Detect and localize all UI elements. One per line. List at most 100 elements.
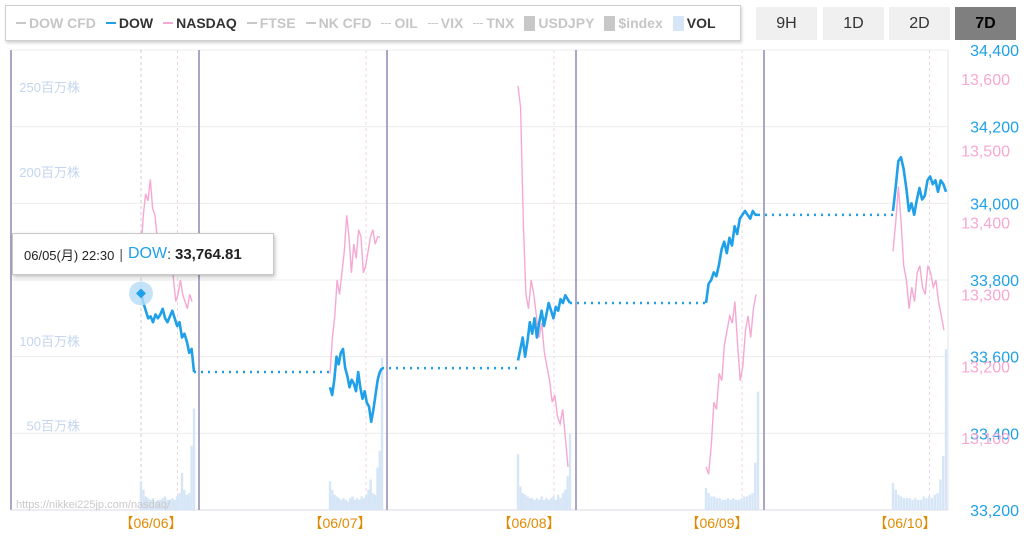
volume-bar [908,498,911,510]
volume-bar [144,496,148,510]
volume-bar [183,489,186,510]
tooltip-separator: | [119,246,123,262]
legend-item-nasdaq[interactable]: NASDAQ [163,15,237,31]
volume-bar [331,489,334,510]
nasdaq-axis-label: 13,300 [961,287,1010,304]
dow-axis-label: 33,200 [970,503,1019,520]
volume-bar [928,496,931,510]
volume-bar [566,476,569,510]
volume-bar [187,493,191,510]
range-1d-button[interactable]: 1D [823,7,884,40]
legend-label: USDJPY [538,15,595,31]
volume-bar [707,493,710,510]
date-label: 【06/09】 [685,515,748,531]
legend-item-oil[interactable]: OIL [381,15,418,31]
volume-bar [342,498,345,510]
legend-swatch [246,22,257,24]
volume-bar [149,499,152,510]
volume-bar [523,494,527,510]
volume-bar [729,499,732,510]
legend-label: VIX [440,15,464,31]
range-9h-button[interactable]: 9H [756,7,817,40]
date-label: 【06/06】 [119,515,182,531]
nasdaq-axis-label: 13,100 [961,431,1010,448]
tooltip-colon: : [167,246,171,262]
volume-bar [185,494,188,510]
volume-bar [335,496,338,510]
legend-swatch [672,15,684,31]
volume-bar [151,498,155,510]
volume-bar [556,494,560,510]
dow-axis-label: 33,400 [970,426,1019,443]
volume-bar [353,499,357,510]
volume-bar [936,493,939,510]
volume-bar [911,499,914,510]
volume-bar [328,481,332,510]
volume-bar [371,493,375,510]
watermark: https://nikkei225jp.com/nasdaq/ [16,499,171,511]
volume-bar [190,445,193,510]
volume-bar [751,493,754,510]
volume-bar [154,501,157,510]
volume-bar [358,499,361,510]
legend-item-ftse[interactable]: FTSE [246,15,296,31]
legend-item-tnx[interactable]: TNX [473,15,514,31]
volume-bar [743,496,746,510]
dow-axis-label: 34,000 [970,196,1019,213]
dow-line [328,347,384,424]
volume-bar [710,496,713,510]
volume-bar [351,496,354,510]
legend-item-vol[interactable]: VOL [672,15,716,31]
legend-item-vix[interactable]: VIX [427,15,464,31]
volume-bar [355,498,359,510]
volume-bar [942,455,945,510]
volume-bar [545,498,548,510]
date-label: 【06/10】 [873,515,936,531]
volume-bar [740,498,743,510]
volume-bar [897,494,900,510]
legend-item-nk-cfd[interactable]: NK CFD [305,15,372,31]
volume-bar [549,498,553,510]
dow-line [139,293,196,373]
range-2d-button[interactable]: 2D [889,7,950,40]
volume-bar [147,498,150,510]
legend-item-dow[interactable]: DOW [105,15,153,31]
volume-bar [360,496,363,510]
volume-bar [745,496,749,510]
dow-axis-label: 33,600 [970,350,1019,367]
volume-bar [559,498,562,510]
range-7d-button[interactable]: 7D [955,7,1016,40]
volume-bar [139,481,143,510]
volume-bar [547,499,550,510]
volume-bar [376,467,379,510]
volume-axis-label: 50百万株 [27,418,80,433]
volume-bar [173,499,176,510]
legend-label: FTSE [259,15,296,31]
volume-bar [723,499,727,510]
volume-axis-label: 200百万株 [19,165,80,180]
volume-bar [337,498,341,510]
dow-axis-label: 34,400 [970,43,1019,60]
tooltip-timestamp: 06/05(月) 22:30 [24,247,115,263]
volume-axis-label: 250百万株 [19,80,80,95]
nasdaq-line [705,294,757,475]
volume-bar [552,496,555,510]
legend-label: NK CFD [318,15,372,31]
volume-bar [168,499,172,510]
volume-bar [171,498,174,510]
volume-bar [939,479,942,510]
legend-swatch [163,22,174,24]
volume-bar [161,498,164,510]
legend-item-usdjpy[interactable]: USDJPY [524,15,594,31]
volume-bar [891,482,895,510]
volume-bar [367,489,370,510]
volume-bar [380,357,384,510]
volume-bar [340,499,343,510]
nasdaq-line [892,186,945,331]
legend-swatch [524,15,536,31]
legend-item-index[interactable]: $index [604,15,663,31]
legend-item-dow-cfd[interactable]: DOW CFD [16,15,96,31]
volume-bar [528,498,532,510]
volume-bar [902,498,906,510]
